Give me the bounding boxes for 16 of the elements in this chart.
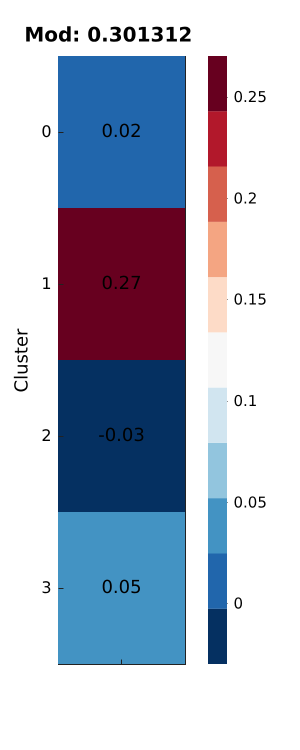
color-bar-label: 0.2 — [234, 189, 258, 208]
color-bar-label: 0.15 — [234, 290, 267, 309]
data-label: 0.02 — [101, 121, 142, 142]
data-label: 0.05 — [101, 577, 142, 598]
data-label: 0.27 — [101, 273, 142, 294]
y-tick-label: 2 — [41, 426, 52, 445]
color-bar-label: 0.25 — [234, 88, 267, 106]
y-tick-label: 3 — [41, 578, 52, 597]
color-bar-label: 0.1 — [234, 392, 258, 410]
data-label: -0.03 — [98, 425, 145, 446]
color-bar-label: 0.05 — [234, 493, 267, 512]
chart-title: Mod: 0.301312 — [24, 22, 192, 46]
y-tick-label: 1 — [41, 274, 52, 293]
y-axis-title: Cluster — [11, 328, 32, 392]
color-bar-label: 0 — [234, 594, 244, 613]
y-tick-label: 0 — [41, 122, 52, 141]
